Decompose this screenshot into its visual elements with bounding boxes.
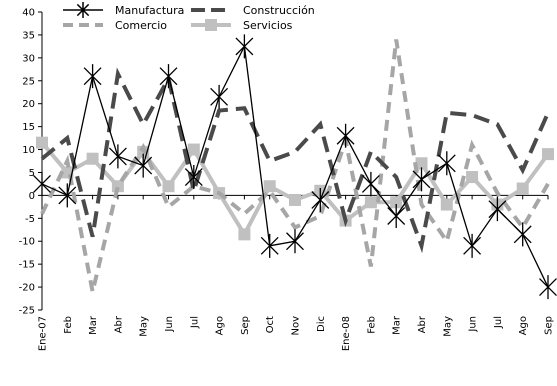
data-point xyxy=(412,167,431,192)
y-tick-label: 20 xyxy=(22,99,35,110)
x-tick-label: Jul xyxy=(189,316,200,329)
data-point xyxy=(390,196,403,209)
x-tick-label: Sep xyxy=(240,316,251,335)
data-point xyxy=(108,144,127,169)
x-axis: Ene-07 Feb Mar Abr May Jun Jul Ago Sep Oct Nov Dic E… xyxy=(38,194,555,351)
y-tick-label: -10 xyxy=(19,237,35,248)
y-tick-label: 5 xyxy=(29,168,35,179)
y-tick-label: -5 xyxy=(25,214,35,225)
data-point xyxy=(513,222,532,247)
legend-marker xyxy=(205,19,217,31)
x-tick-label: Jul xyxy=(493,316,504,329)
legend-label: Servicios xyxy=(243,19,293,32)
x-tick-label: Sep xyxy=(544,316,555,335)
x-tick-label: Mar xyxy=(392,315,403,335)
y-tick-label: 10 xyxy=(22,145,35,156)
data-point xyxy=(286,229,304,254)
data-point xyxy=(336,123,355,148)
data-point xyxy=(440,198,453,211)
x-tick-label: Ago xyxy=(518,316,529,335)
legend-label: Manufactura xyxy=(115,4,184,17)
x-tick-label: Abr xyxy=(113,315,124,333)
data-point xyxy=(542,148,554,161)
data-point xyxy=(311,187,330,212)
legend-item: Manufactura xyxy=(63,2,184,18)
y-tick-label: 0 xyxy=(29,191,35,202)
x-tick-label: Ago xyxy=(215,316,226,335)
x-tick-label: Feb xyxy=(366,316,377,334)
data-point xyxy=(162,180,175,193)
y-tick-label: -15 xyxy=(19,260,35,271)
data-point xyxy=(415,157,428,170)
x-tick-label: Dic xyxy=(316,316,327,332)
legend-marker xyxy=(76,2,90,18)
data-point xyxy=(33,171,51,196)
data-point xyxy=(263,180,276,193)
series-construcción xyxy=(40,67,550,254)
y-axis: 40 35 30 25 20 15 10 5 0 -5 -10 -15 -20 -25 xyxy=(19,8,43,317)
x-tick-label: Feb xyxy=(63,316,74,334)
legend-label: Comercio xyxy=(115,19,167,32)
x-tick-label: May xyxy=(442,316,453,337)
y-tick-label: -20 xyxy=(19,283,35,294)
series-line xyxy=(40,39,550,293)
x-tick-label: May xyxy=(139,316,150,337)
y-tick-label: 40 xyxy=(22,8,35,19)
data-point xyxy=(516,182,529,195)
x-tick-label: Ene-07 xyxy=(38,316,49,351)
data-point xyxy=(111,180,124,193)
x-tick-label: Mar xyxy=(88,315,99,335)
data-point xyxy=(361,171,380,196)
x-tick-label: Abr xyxy=(417,315,428,333)
x-tick-label: Nov xyxy=(291,316,302,336)
y-tick-label: 35 xyxy=(22,30,35,41)
series-comercio xyxy=(40,39,550,293)
y-tick-label: -25 xyxy=(19,306,35,317)
data-point xyxy=(159,64,178,89)
data-point xyxy=(134,153,153,178)
data-point xyxy=(539,275,557,300)
legend: Manufactura Construcción Comercio Servicios xyxy=(63,2,315,32)
data-point xyxy=(437,151,456,176)
series-line xyxy=(40,67,550,254)
legend-item: Comercio xyxy=(63,19,167,32)
data-point xyxy=(83,64,102,89)
x-tick-label: Jun xyxy=(468,316,479,333)
series-layer xyxy=(33,34,557,300)
series-manufactura xyxy=(33,34,557,300)
data-point xyxy=(466,171,479,184)
data-point xyxy=(488,197,507,222)
data-point xyxy=(364,196,377,209)
y-tick-label: 15 xyxy=(22,122,35,133)
data-point xyxy=(387,204,406,229)
data-point xyxy=(463,233,482,258)
y-tick-label: 30 xyxy=(22,53,35,64)
x-tick-label: Ene-08 xyxy=(341,316,352,351)
data-point xyxy=(184,165,203,190)
y-tick-label: 25 xyxy=(22,76,35,87)
data-point xyxy=(238,228,251,241)
data-point xyxy=(210,84,229,109)
data-point xyxy=(260,233,279,258)
data-point xyxy=(289,193,301,206)
data-point xyxy=(36,136,48,149)
legend-item: Servicios xyxy=(191,19,293,32)
x-tick-label: Oct xyxy=(265,316,276,333)
legend-item: Construcción xyxy=(191,4,315,17)
x-tick-label: Jun xyxy=(164,316,175,333)
data-point xyxy=(58,183,77,208)
data-point xyxy=(86,152,99,165)
data-point xyxy=(187,143,200,156)
legend-label: Construcción xyxy=(243,4,315,17)
data-point xyxy=(235,34,254,59)
